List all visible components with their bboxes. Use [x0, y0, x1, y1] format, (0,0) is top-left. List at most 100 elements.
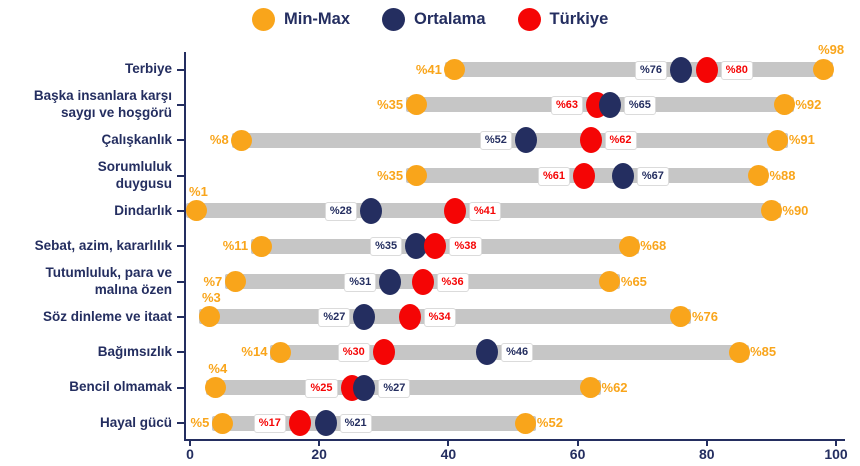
min-value-label: %35 — [377, 96, 404, 112]
category-tick — [177, 209, 185, 212]
max-value-label: %92 — [795, 96, 822, 112]
legend-item-ortalama: Ortalama — [382, 8, 486, 31]
ortalama-value-label: %52 — [479, 131, 512, 151]
max-dot — [515, 412, 537, 434]
turkiye-dot — [695, 56, 718, 83]
min-value-label: %41 — [415, 61, 442, 77]
min-dot — [250, 235, 272, 257]
turkiye-dot — [372, 339, 395, 366]
category-tick — [177, 315, 185, 318]
category-tick — [177, 280, 185, 283]
min-value-label: %14 — [241, 344, 268, 360]
x-axis — [184, 439, 845, 441]
x-axis-tick-label: 80 — [699, 446, 715, 462]
min-value-label: %11 — [222, 238, 249, 254]
min-dot — [444, 59, 466, 80]
x-axis-tick-label: 20 — [311, 446, 327, 462]
ortalama-dot — [314, 410, 337, 436]
ortalama-value-label: %67 — [636, 166, 669, 186]
max-dot — [760, 200, 782, 222]
turkiye-value-label: %80 — [720, 60, 753, 80]
y-axis — [184, 52, 186, 440]
category-tick — [177, 103, 185, 106]
category-label: Sorumluluk duygusu — [97, 159, 172, 191]
max-value-label: %88 — [769, 167, 796, 183]
max-dot — [618, 235, 640, 257]
min-value-label: %4 — [208, 360, 228, 376]
max-dot — [580, 377, 602, 399]
min-dot — [231, 129, 253, 151]
turkiye-value-label: %41 — [468, 201, 501, 221]
max-value-label: %68 — [640, 238, 667, 254]
turkiye-value-label: %38 — [449, 237, 482, 257]
ortalama-dot — [669, 56, 692, 83]
category-tick — [177, 139, 185, 142]
ortalama-value-label: %31 — [344, 272, 377, 292]
max-value-label: %52 — [536, 415, 563, 430]
ortalama-dot — [476, 339, 499, 366]
category-label: Söz dinleme ve itaat — [42, 308, 172, 324]
turkiye-dot — [573, 162, 596, 189]
turkiye-value-label: %17 — [253, 414, 286, 433]
min-dot — [224, 271, 246, 293]
x-axis-tick — [189, 441, 191, 446]
category-tick — [177, 351, 185, 354]
x-axis-tick — [576, 441, 579, 446]
category-label: Çalışkanlık — [101, 131, 172, 147]
turkiye-dot — [424, 233, 447, 260]
turkiye-value-label: %63 — [550, 95, 583, 115]
turkiye-dot — [398, 303, 421, 330]
category-label: Sebat, azim, kararlılık — [34, 238, 172, 253]
legend: Min-Max Ortalama Türkiye — [252, 8, 608, 31]
min-dot — [198, 306, 220, 328]
ortalama-dot — [598, 91, 621, 118]
legend-item-minmax: Min-Max — [252, 8, 350, 31]
turkiye-value-label: %62 — [604, 131, 637, 151]
turkiye-swatch-icon — [517, 8, 541, 31]
ortalama-value-label: %46 — [501, 343, 534, 363]
turkiye-value-label: %36 — [436, 272, 469, 292]
ortalama-value-label: %65 — [623, 95, 656, 115]
ortalama-value-label: %76 — [634, 60, 667, 80]
max-dot — [812, 59, 834, 80]
ortalama-dot — [514, 127, 537, 154]
ortalama-dot — [379, 268, 402, 295]
x-axis-tick-label: 0 — [186, 446, 194, 462]
min-value-label: %3 — [201, 289, 221, 305]
max-value-label: %90 — [782, 202, 809, 218]
ortalama-dot — [611, 162, 634, 189]
x-axis-tick — [447, 441, 450, 446]
x-axis-tick — [318, 441, 321, 446]
legend-label-minmax: Min-Max — [284, 10, 350, 28]
ortalama-value-label: %28 — [324, 201, 357, 221]
max-value-label: %65 — [620, 273, 647, 289]
turkiye-value-label: %61 — [538, 166, 571, 186]
max-value-label: %85 — [750, 344, 777, 360]
turkiye-dot — [288, 410, 311, 436]
min-dot — [205, 377, 227, 399]
category-tick — [177, 174, 185, 177]
category-tick — [177, 422, 185, 424]
max-dot — [670, 306, 692, 328]
min-dot — [269, 341, 291, 363]
max-value-label: %76 — [691, 308, 718, 324]
max-value-label: %62 — [601, 379, 628, 395]
minmax-swatch-icon — [252, 8, 275, 31]
ortalama-dot — [405, 233, 428, 260]
min-dot — [405, 94, 427, 116]
category-label: Başka insanlara karşı saygı ve hoşgörü — [33, 88, 172, 120]
legend-label-ortalama: Ortalama — [414, 10, 486, 28]
max-value-label: %98 — [818, 41, 845, 57]
turkiye-dot — [411, 268, 434, 295]
max-dot — [728, 341, 750, 363]
min-value-label: %35 — [377, 167, 404, 183]
turkiye-value-label: %30 — [337, 343, 370, 363]
ortalama-dot — [353, 303, 376, 330]
turkiye-value-label: %34 — [423, 307, 456, 327]
legend-item-turkiye: Türkiye — [517, 8, 608, 31]
turkiye-dot — [443, 197, 466, 224]
max-dot — [599, 271, 621, 293]
max-dot — [747, 165, 769, 187]
min-dot — [185, 200, 207, 222]
